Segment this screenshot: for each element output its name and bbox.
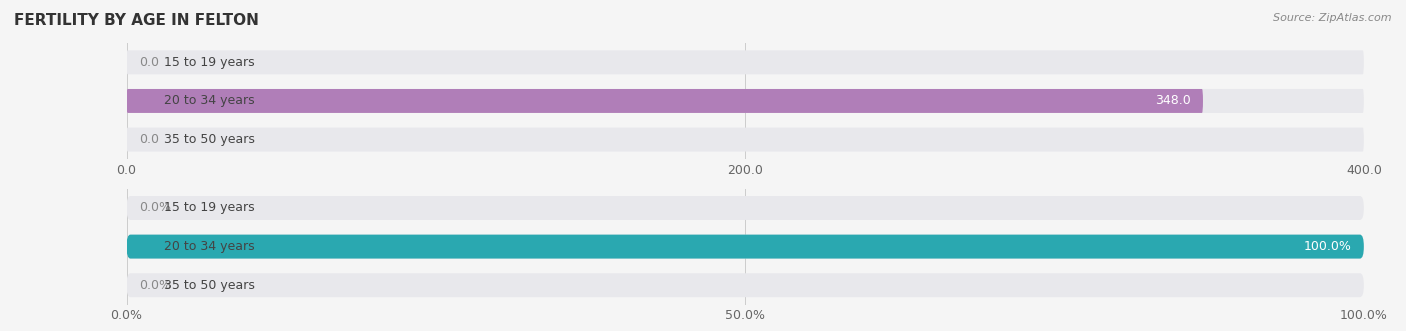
Text: Source: ZipAtlas.com: Source: ZipAtlas.com: [1274, 13, 1392, 23]
Text: 0.0%: 0.0%: [139, 202, 172, 214]
Text: 35 to 50 years: 35 to 50 years: [163, 133, 254, 146]
Text: 0.0: 0.0: [139, 133, 159, 146]
Text: 15 to 19 years: 15 to 19 years: [163, 202, 254, 214]
FancyBboxPatch shape: [127, 273, 1364, 297]
FancyBboxPatch shape: [127, 128, 1364, 152]
Text: 100.0%: 100.0%: [1303, 240, 1351, 253]
Text: 348.0: 348.0: [1154, 94, 1191, 108]
FancyBboxPatch shape: [127, 50, 1364, 74]
FancyBboxPatch shape: [127, 89, 1204, 113]
Text: 20 to 34 years: 20 to 34 years: [163, 240, 254, 253]
FancyBboxPatch shape: [127, 196, 1364, 220]
Text: FERTILITY BY AGE IN FELTON: FERTILITY BY AGE IN FELTON: [14, 13, 259, 28]
Text: 35 to 50 years: 35 to 50 years: [163, 279, 254, 292]
Text: 20 to 34 years: 20 to 34 years: [163, 94, 254, 108]
Text: 15 to 19 years: 15 to 19 years: [163, 56, 254, 69]
FancyBboxPatch shape: [127, 235, 1364, 259]
FancyBboxPatch shape: [127, 235, 1364, 259]
Text: 0.0: 0.0: [139, 56, 159, 69]
Text: 0.0%: 0.0%: [139, 279, 172, 292]
FancyBboxPatch shape: [127, 89, 1364, 113]
